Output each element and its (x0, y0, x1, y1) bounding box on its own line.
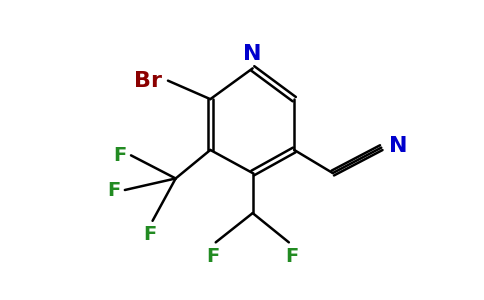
Text: F: F (107, 181, 120, 200)
Text: F: F (206, 247, 219, 266)
Text: F: F (143, 225, 156, 244)
Text: F: F (285, 247, 299, 266)
Text: Br: Br (134, 71, 162, 91)
Text: N: N (243, 44, 262, 64)
Text: F: F (113, 146, 126, 165)
Text: N: N (389, 136, 408, 156)
